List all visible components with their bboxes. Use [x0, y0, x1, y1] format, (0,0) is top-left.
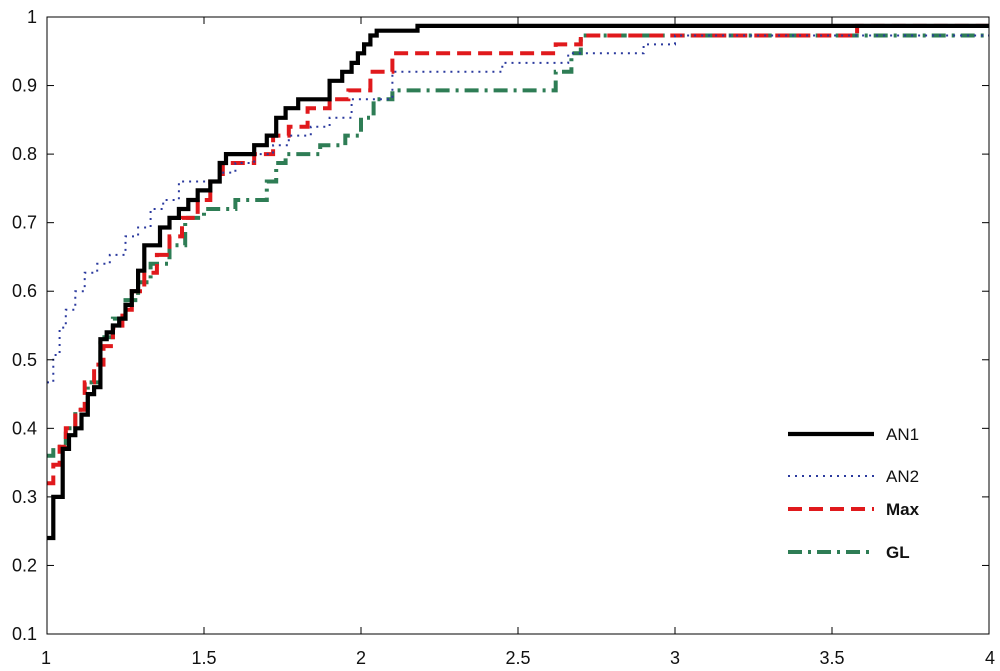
y-tick-label: 0.3 [12, 487, 37, 507]
plot-lines [47, 23, 989, 541]
x-tick-label: 4 [985, 648, 995, 668]
x-tick-label: 1.5 [191, 648, 216, 668]
y-tick-label: 0.6 [12, 281, 37, 301]
series-line-an1 [47, 23, 989, 541]
y-tick-label: 1 [27, 7, 37, 27]
x-tick-label: 1 [41, 648, 51, 668]
x-tick-label: 3.5 [819, 648, 844, 668]
x-tick-label: 3 [670, 648, 680, 668]
x-tick-label: 2.5 [505, 648, 530, 668]
legend-label-max: Max [886, 500, 920, 519]
legend-label-gl: GL [886, 543, 910, 562]
legend-label-an1: AN1 [886, 425, 919, 444]
y-tick-label: 0.9 [12, 76, 37, 96]
legend: AN1 AN2 Max GL [788, 425, 920, 562]
legend-label-an2: AN2 [886, 467, 919, 486]
y-tick-label: 0.1 [12, 624, 37, 644]
y-tick-label: 0.4 [12, 418, 37, 438]
axes-ticks: 1 1.5 2 2.5 3 3.5 4 0.1 0.2 0.3 0.4 0.5 0.6 0.7 0.8 0.9… [12, 7, 995, 668]
y-tick-label: 0.2 [12, 555, 37, 575]
y-tick-label: 0.8 [12, 144, 37, 164]
series-line-max [47, 23, 989, 486]
y-tick-label: 0.5 [12, 350, 37, 370]
x-tick-label: 2 [356, 648, 366, 668]
y-tick-label: 0.7 [12, 213, 37, 233]
